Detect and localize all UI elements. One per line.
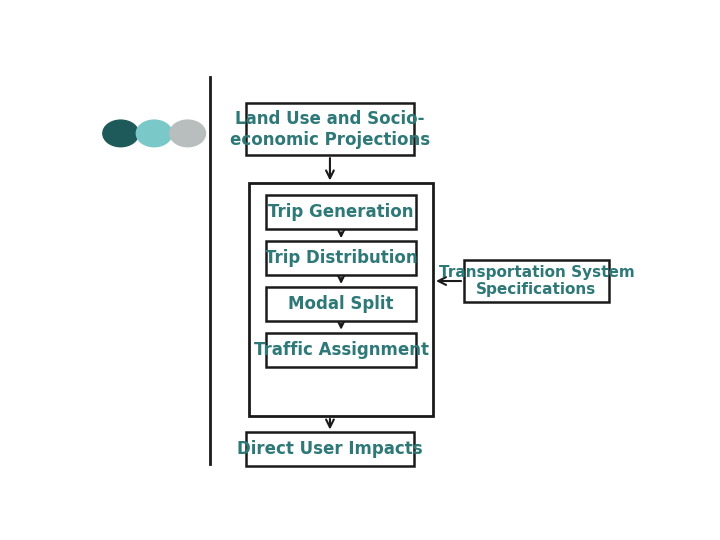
Bar [266,333,416,367]
Text: Modal Split: Modal Split [288,295,394,313]
Circle shape [170,120,205,147]
Text: Transportation System
Specifications: Transportation System Specifications [438,265,634,297]
Text: Trip Generation: Trip Generation [269,204,414,221]
Bar [464,260,609,302]
Circle shape [136,120,172,147]
Bar [249,183,433,416]
Circle shape [103,120,138,147]
Text: Direct User Impacts: Direct User Impacts [237,441,423,458]
Text: Land Use and Socio-
economic Projections: Land Use and Socio- economic Projections [230,110,430,148]
Bar [266,195,416,230]
Text: Traffic Assignment: Traffic Assignment [253,341,428,359]
Bar [246,433,414,467]
Bar [246,103,414,155]
Bar [266,287,416,321]
Text: Trip Distribution: Trip Distribution [265,249,418,267]
Bar [266,241,416,275]
